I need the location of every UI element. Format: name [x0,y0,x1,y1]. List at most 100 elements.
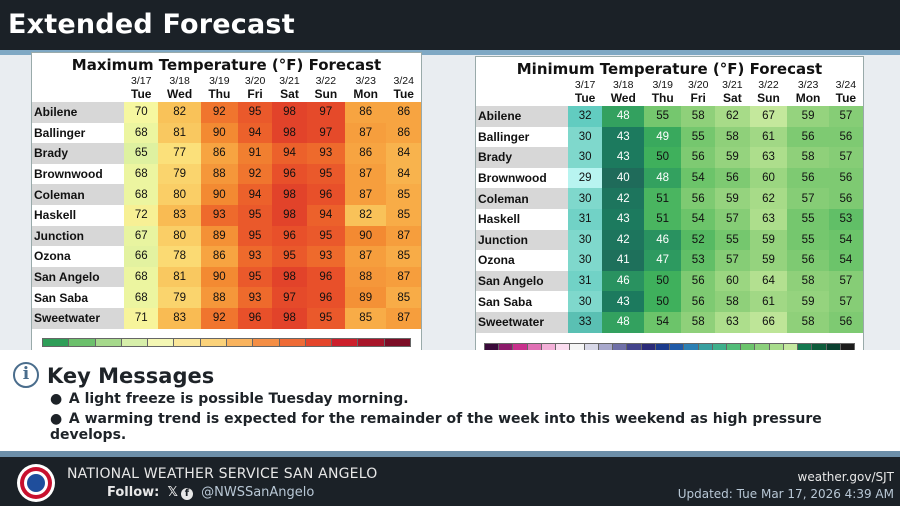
day-label: Sun [314,87,338,101]
temp-cell: 48 [644,167,682,189]
temp-cell: 56 [828,188,863,209]
temp-cell: 86 [344,102,387,123]
scale-swatch [42,338,70,347]
temp-cell: 68 [124,122,159,144]
key-message-item: ● A warming trend is expected for the re… [50,411,900,443]
temp-cell: 86 [386,122,421,144]
website-link[interactable]: weather.gov/SJT [797,470,894,484]
date-label: 3/24 [835,79,857,91]
temp-cell: 93 [237,287,273,308]
temp-cell: 30 [568,147,603,168]
table-row: Junction 67 80 89 95 96 95 90 87 [32,225,421,247]
temp-cell: 84 [386,163,421,185]
temp-cell: 56 [787,126,829,148]
day-label: Sun [757,91,780,105]
city-name: Haskell [32,204,124,226]
temp-cell: 94 [306,204,345,226]
table-row: Coleman 30 42 51 56 59 62 57 56 [476,188,863,209]
temp-cell: 95 [237,225,273,247]
temp-cell: 96 [237,307,273,329]
city-name: Brady [476,147,568,168]
city-name: Sweetwater [32,307,124,329]
table-row: Brady 65 77 86 91 94 93 86 84 [32,143,421,164]
day-label: Sat [280,87,299,101]
temp-cell: 31 [568,270,603,292]
temp-cell: 81 [158,122,201,144]
temp-cell: 56 [681,270,716,292]
temp-cell: 43 [602,208,645,230]
temp-cell: 93 [237,246,273,267]
temp-cell: 56 [681,188,716,209]
day-label: Mon [795,91,821,105]
temp-cell: 90 [200,122,238,144]
date-header: 3/21 Sat [272,75,306,102]
table-row: Coleman 68 80 90 94 98 96 87 85 [32,184,421,205]
temp-cell: 83 [158,307,201,329]
temp-cell: 56 [787,167,829,189]
scale-swatch [199,338,227,347]
facebook-icon[interactable]: f [180,488,193,500]
date-header: 3/18 Wed [158,75,200,102]
temp-cell: 57 [828,106,863,127]
temp-cell: 81 [158,266,201,288]
temp-cell: 85 [386,184,421,205]
temp-cell: 58 [787,147,829,168]
temp-cell: 87 [344,122,387,144]
temp-cell: 62 [749,188,788,209]
table-row: Ballinger 30 43 49 55 58 61 56 56 [476,126,863,148]
footer-bar [0,457,900,506]
key-message-item: ● A light freeze is possible Tuesday mor… [50,391,409,407]
temp-cell: 84 [386,143,421,164]
scale-swatch [225,338,254,347]
temp-cell: 55 [787,229,829,251]
city-name: Sweetwater [476,311,568,333]
temp-cell: 46 [602,270,645,292]
x-icon[interactable]: 𝕏 [167,485,178,500]
corner-cell [32,75,124,102]
key-messages-title: Key Messages [47,364,215,388]
temp-cell: 47 [644,250,682,271]
city-name: Brownwood [32,163,124,185]
temp-cell: 59 [715,147,750,168]
table-row: Brownwood 29 40 48 54 56 60 56 56 [476,167,863,189]
temp-cell: 59 [749,250,788,271]
date-label: 3/23 [797,79,819,91]
table-row: Sweetwater 71 83 92 96 98 95 85 87 [32,307,421,329]
temp-cell: 93 [200,204,238,226]
temp-cell: 88 [200,287,238,308]
day-label: Thu [208,87,231,101]
temp-cell: 95 [306,225,345,247]
temp-cell: 57 [715,250,750,271]
date-header: 3/21 Sat [715,79,749,106]
page-title: Extended Forecast [8,9,295,40]
temp-cell: 58 [787,311,829,333]
temp-cell: 82 [344,204,387,226]
scale-swatch [278,338,306,347]
temp-cell: 63 [749,147,788,168]
day-label: Fri [690,91,706,105]
scale-swatch [120,338,149,347]
temp-cell: 42 [602,229,645,251]
date-label: 3/19 [652,79,673,91]
social-handle[interactable]: @NWSSanAngelo [201,485,315,500]
temp-cell: 70 [124,102,159,123]
temp-cell: 50 [644,291,682,312]
date-label: 3/23 [355,75,376,87]
temp-cell: 67 [124,225,159,247]
temp-cell: 43 [602,126,645,148]
date-header: 3/22 Sun [307,75,345,102]
date-label: 3/22 [758,79,779,91]
temp-cell: 87 [386,307,421,329]
temp-cell: 89 [344,287,387,308]
table-row: San Saba 30 43 50 56 58 61 59 57 [476,291,863,312]
table-row: Ballinger 68 81 90 94 98 97 87 86 [32,122,421,144]
date-label: 3/18 [169,75,190,87]
temp-cell: 95 [306,163,345,185]
date-label: 3/24 [393,75,414,87]
updated-timestamp: Updated: Tue Mar 17, 2026 4:39 AM [677,487,894,501]
temp-cell: 46 [644,229,682,251]
temp-cell: 59 [787,106,829,127]
temp-cell: 87 [386,266,421,288]
city-name: Brady [32,143,124,164]
temp-cell: 48 [602,106,645,127]
